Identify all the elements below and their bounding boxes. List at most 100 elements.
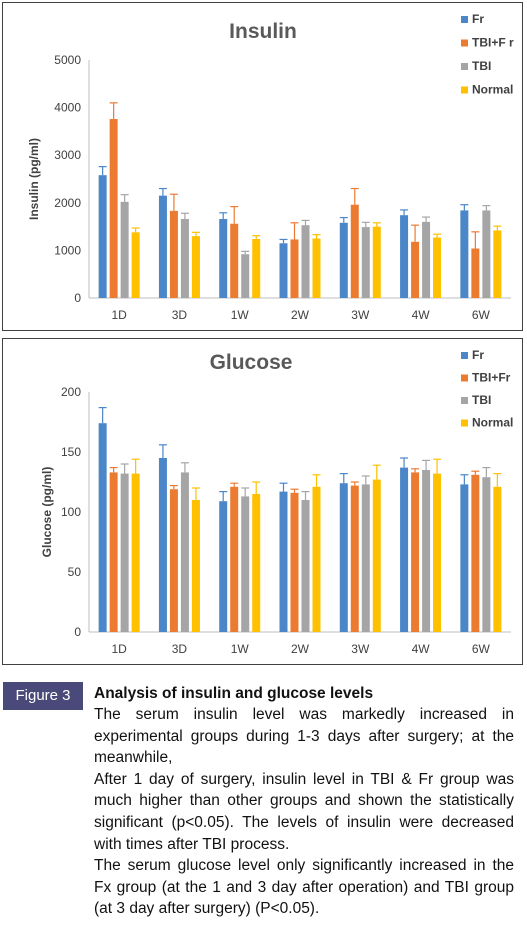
- legend-label: TBI: [472, 59, 491, 73]
- y-axis-label: Insulin (pg/ml): [27, 138, 41, 220]
- bar: [219, 501, 228, 632]
- y-tick-label: 5000: [54, 53, 81, 67]
- y-tick-label: 4000: [54, 101, 81, 115]
- bar: [252, 238, 261, 298]
- x-tick-label: 6W: [472, 642, 491, 656]
- x-tick-label: 1W: [231, 642, 250, 656]
- bar: [460, 484, 469, 632]
- bar: [400, 215, 409, 298]
- glucose-chart: Glucose Glucose (pg/ml) 0 50 100 150 200 1D 3D 1W…: [40, 348, 513, 656]
- bar: [191, 236, 200, 298]
- bar: [109, 119, 118, 298]
- insulin-chart-panel: Insulin Insulin (pg/ml) 0 1000 2000 3000 4000 5…: [2, 2, 523, 331]
- bar: [191, 500, 200, 632]
- x-tick-label: 4W: [412, 308, 431, 322]
- legend-swatch: [461, 86, 468, 94]
- x-tick-label: 1D: [111, 642, 127, 656]
- bar: [471, 474, 480, 632]
- caption-title: Analysis of insulin and glucose levels: [94, 685, 374, 702]
- bar: [169, 489, 178, 632]
- caption-body: The serum insulin level was markedly inc…: [94, 704, 514, 920]
- bar: [120, 473, 129, 632]
- bar: [422, 221, 431, 298]
- bar: [180, 472, 189, 632]
- bar: [158, 458, 167, 632]
- legend-label: Normal: [472, 83, 513, 97]
- legend-swatch: [461, 374, 468, 382]
- y-tick-label: 200: [61, 385, 81, 399]
- x-tick-label: 6W: [472, 308, 491, 322]
- legend-label: TBI: [472, 393, 491, 407]
- bar: [131, 232, 140, 298]
- y-tick-label: 1000: [54, 243, 81, 257]
- y-tick-label: 0: [74, 625, 81, 639]
- bar: [482, 477, 491, 632]
- figure-caption: Analysis of insulin and glucose levels T…: [94, 684, 514, 920]
- bar: [433, 237, 442, 298]
- bar: [460, 210, 469, 298]
- bar: [350, 204, 359, 298]
- bar: [411, 472, 420, 632]
- x-tick-label: 2W: [291, 642, 310, 656]
- bar: [120, 201, 129, 298]
- bar: [230, 486, 239, 632]
- y-tick-label: 150: [61, 445, 81, 459]
- bar: [339, 483, 348, 632]
- legend-swatch: [461, 63, 468, 70]
- legend-label: TBI+Fr: [472, 371, 511, 385]
- bar: [169, 210, 178, 298]
- bar: [230, 223, 239, 298]
- x-tick-label: 3W: [351, 642, 370, 656]
- figure-label-badge: Figure 3: [3, 682, 83, 710]
- bar: [372, 226, 381, 298]
- legend-label: Fr: [472, 348, 484, 362]
- bar: [350, 485, 359, 632]
- chart-title: Insulin: [229, 20, 297, 43]
- y-tick-label: 100: [61, 505, 81, 519]
- bar: [482, 210, 491, 298]
- glucose-chart-panel: Glucose Glucose (pg/ml) 0 50 100 150 200 1D 3D 1W…: [2, 338, 523, 665]
- bar: [493, 230, 502, 298]
- bar: [158, 195, 167, 298]
- bar: [219, 218, 228, 298]
- bar: [339, 222, 348, 298]
- bar: [301, 225, 310, 298]
- bar: [411, 241, 420, 298]
- caption-paragraph: After 1 day of surgery, insulin level in…: [94, 770, 514, 853]
- bar: [400, 467, 409, 632]
- bar: [98, 423, 107, 632]
- chart-title: Glucose: [210, 351, 293, 374]
- insulin-chart: Insulin Insulin (pg/ml) 0 1000 2000 3000 4000 5…: [27, 12, 514, 322]
- bar: [361, 484, 370, 632]
- caption-paragraph: The serum glucose level only significant…: [94, 857, 514, 918]
- y-tick-label: 0: [74, 291, 81, 305]
- bar: [493, 486, 502, 632]
- y-tick-label: 2000: [54, 196, 81, 210]
- y-axis-label: Glucose (pg/ml): [40, 467, 54, 558]
- x-tick-label: 4W: [412, 642, 431, 656]
- bar: [131, 473, 140, 632]
- x-tick-label: 2W: [291, 308, 310, 322]
- bar: [301, 500, 310, 632]
- bar: [312, 486, 321, 632]
- bar: [361, 227, 370, 298]
- bar: [290, 492, 299, 632]
- bar: [433, 473, 442, 632]
- bar: [180, 218, 189, 298]
- bar: [290, 239, 299, 298]
- x-tick-label: 1W: [231, 308, 250, 322]
- legend-label: Fr: [472, 12, 484, 26]
- bar: [98, 175, 107, 298]
- bar: [109, 472, 118, 632]
- bar: [279, 243, 288, 298]
- legend-swatch: [461, 39, 468, 47]
- legend-swatch: [461, 419, 468, 427]
- legend-label: Normal: [472, 416, 513, 430]
- bar: [422, 470, 431, 632]
- legend-swatch: [461, 397, 468, 404]
- legend-swatch: [461, 16, 468, 23]
- x-tick-label: 3W: [351, 308, 370, 322]
- y-tick-label: 3000: [54, 148, 81, 162]
- bar: [372, 479, 381, 632]
- x-tick-label: 1D: [111, 308, 127, 322]
